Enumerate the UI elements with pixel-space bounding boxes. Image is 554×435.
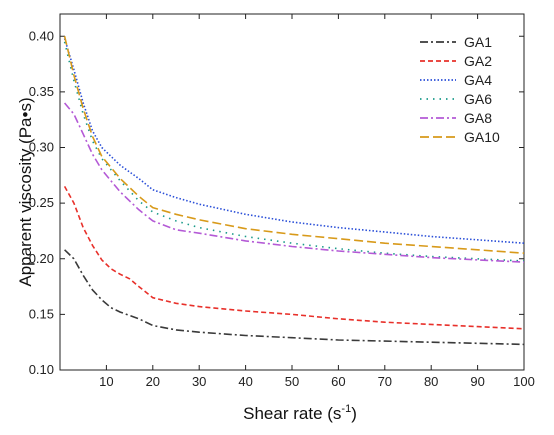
series-line-ga2 — [63, 186, 525, 330]
series-line-ga6 — [63, 41, 525, 262]
x-axis-ticks: 10 20 30 40 50 60 70 80 90 100 — [99, 14, 535, 389]
y-tick-label: 0.15 — [29, 306, 54, 321]
x-tick-label: 70 — [378, 374, 392, 389]
legend-label-ga8: GA8 — [464, 110, 492, 126]
plot-frame — [59, 13, 525, 371]
series-layer — [63, 36, 525, 346]
x-axis-title: Shear rate (s-1) — [243, 403, 357, 423]
x-tick-label: 80 — [424, 374, 438, 389]
y-tick-label: 0.30 — [29, 140, 54, 155]
x-tick-label: 90 — [470, 374, 484, 389]
y-axis-title: Apparent viscosity (Pa•s) — [16, 97, 35, 286]
series-line-ga1 — [64, 249, 525, 346]
x-tick-label: 60 — [331, 374, 345, 389]
legend-label-ga4: GA4 — [464, 72, 492, 88]
x-tick-label: 100 — [513, 374, 535, 389]
x-tick-label: 50 — [285, 374, 299, 389]
y-axis-ticks: 0.10 0.15 0.20 0.25 0.30 0.35 0.40 — [29, 28, 524, 377]
y-tick-label: 0.25 — [29, 195, 54, 210]
x-tick-label: 20 — [146, 374, 160, 389]
y-tick-label: 0.40 — [29, 28, 54, 43]
x-tick-label: 30 — [192, 374, 206, 389]
y-tick-label: 0.10 — [29, 362, 54, 377]
y-tick-label: 0.20 — [29, 251, 54, 266]
legend-label-ga1: GA1 — [464, 34, 492, 50]
series-line-ga4 — [63, 38, 525, 244]
legend-label-ga6: GA6 — [464, 91, 492, 107]
series-line-ga10 — [63, 36, 525, 254]
series-line-ga8 — [63, 102, 525, 263]
legend: GA1 GA2 GA4 GA6 GA8 GA10 — [420, 34, 500, 145]
legend-label-ga2: GA2 — [464, 53, 492, 69]
x-tick-label: 10 — [99, 374, 113, 389]
legend-label-ga10: GA10 — [464, 129, 500, 145]
x-axis-title-superscript: -1 — [341, 403, 351, 415]
x-tick-label: 40 — [238, 374, 252, 389]
y-tick-label: 0.35 — [29, 84, 54, 99]
